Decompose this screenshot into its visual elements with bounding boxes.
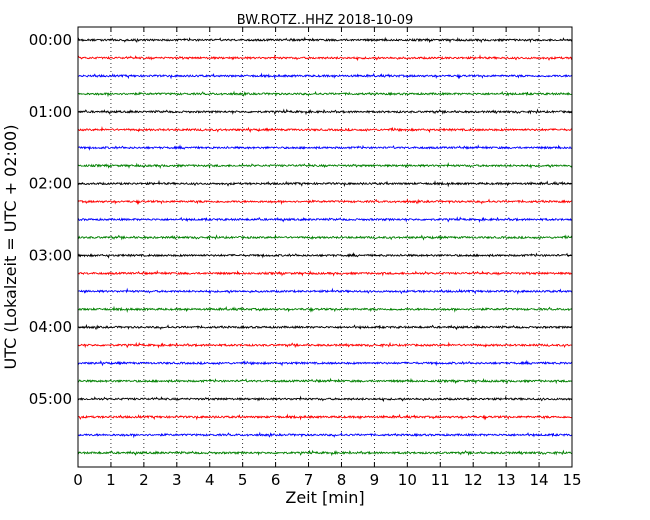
trace-0530 xyxy=(77,431,573,439)
trace-0215 xyxy=(77,198,572,206)
y-tick-label: 04:00 xyxy=(29,318,72,336)
x-tick-label: 0 xyxy=(73,471,83,489)
x-tick-label: 2 xyxy=(139,471,149,489)
trace-0115 xyxy=(77,126,573,134)
trace-0030 xyxy=(77,72,573,80)
trace-0145 xyxy=(77,162,573,169)
trace-0000 xyxy=(77,36,573,44)
x-axis-label: Zeit [min] xyxy=(285,488,364,507)
trace-0445 xyxy=(77,377,573,385)
x-tick-label: 3 xyxy=(172,471,182,489)
plot-frame xyxy=(77,26,573,468)
x-tick-label: 10 xyxy=(398,471,417,489)
trace-0415 xyxy=(77,341,573,349)
trace-0100 xyxy=(77,108,573,116)
trace-0300 xyxy=(77,252,573,259)
x-tick-label: 12 xyxy=(464,471,483,489)
trace-0345 xyxy=(77,305,573,313)
trace-0330 xyxy=(77,287,573,295)
trace-0045 xyxy=(77,90,572,98)
chart-title: BW.ROTZ..HHZ 2018-10-09 xyxy=(237,13,413,28)
y-tick-label: 03:00 xyxy=(29,246,72,264)
trace-0400 xyxy=(77,323,573,331)
y-axis-ticks: 00:00 01:00 02:00 03:00 04:00 05:00 xyxy=(29,31,572,408)
x-tick-label: 8 xyxy=(337,471,347,489)
trace-0500 xyxy=(77,395,573,403)
trace-0545 xyxy=(77,449,573,457)
x-tick-label: 14 xyxy=(530,471,549,489)
trace-0430 xyxy=(77,359,573,367)
trace-0245 xyxy=(77,233,573,241)
x-tick-label: 11 xyxy=(431,471,450,489)
trace-0015 xyxy=(77,54,573,62)
x-axis-ticks: 0 1 2 3 4 5 6 7 8 9 10 11 12 13 14 15 xyxy=(73,27,582,489)
trace-0515 xyxy=(77,413,573,421)
y-tick-label: 01:00 xyxy=(29,103,72,121)
trace-0230 xyxy=(77,216,573,223)
x-tick-label: 4 xyxy=(205,471,215,489)
y-tick-label: 00:00 xyxy=(29,31,72,49)
y-axis-label: UTC (Lokalzeit = UTC + 02:00) xyxy=(1,125,20,370)
x-tick-label: 1 xyxy=(106,471,116,489)
x-tick-label: 5 xyxy=(238,471,248,489)
trace-0200 xyxy=(77,179,572,188)
x-tick-label: 13 xyxy=(497,471,516,489)
trace-group xyxy=(77,36,573,457)
y-tick-label: 02:00 xyxy=(29,175,72,193)
trace-0315 xyxy=(77,269,573,277)
x-tick-label: 7 xyxy=(304,471,314,489)
x-tick-label: 9 xyxy=(370,471,380,489)
x-tick-label: 15 xyxy=(562,471,581,489)
trace-0130 xyxy=(77,144,573,151)
x-tick-label: 6 xyxy=(271,471,281,489)
y-tick-label: 05:00 xyxy=(29,390,72,408)
grid-lines xyxy=(110,27,540,467)
